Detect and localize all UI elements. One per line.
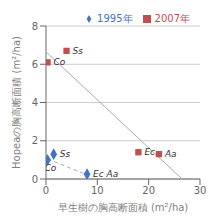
- svg-text:8: 8: [32, 21, 38, 32]
- svg-text:早生樹の胸高断面積 (m²/ha): 早生樹の胸高断面積 (m²/ha): [58, 202, 189, 213]
- svg-text:0: 0: [32, 174, 38, 185]
- svg-text:2: 2: [32, 135, 38, 146]
- html-text:2007年: 2007年: [154, 13, 190, 24]
- svg-text:Ss: Ss: [60, 149, 71, 159]
- svg-text:Ec Aa: Ec Aa: [93, 169, 118, 179]
- svg-text:0: 0: [43, 185, 49, 196]
- svg-text:Ss: Ss: [73, 46, 84, 56]
- svg-text:Hopeaの胸高断面積 (m²/ha): Hopeaの胸高断面積 (m²/ha): [11, 36, 22, 169]
- svg-text:4: 4: [32, 97, 38, 108]
- svg-text:Co: Co: [54, 57, 66, 67]
- svg-text:30: 30: [194, 185, 207, 196]
- svg-text:20: 20: [142, 185, 155, 196]
- svg-text:Aa: Aa: [164, 149, 177, 159]
- html-text:1995年: 1995年: [97, 13, 133, 24]
- svg-text:Co: Co: [46, 163, 57, 173]
- svg-text:Ec: Ec: [144, 147, 155, 157]
- svg-text:10: 10: [91, 185, 104, 196]
- svg-text:6: 6: [32, 59, 38, 70]
